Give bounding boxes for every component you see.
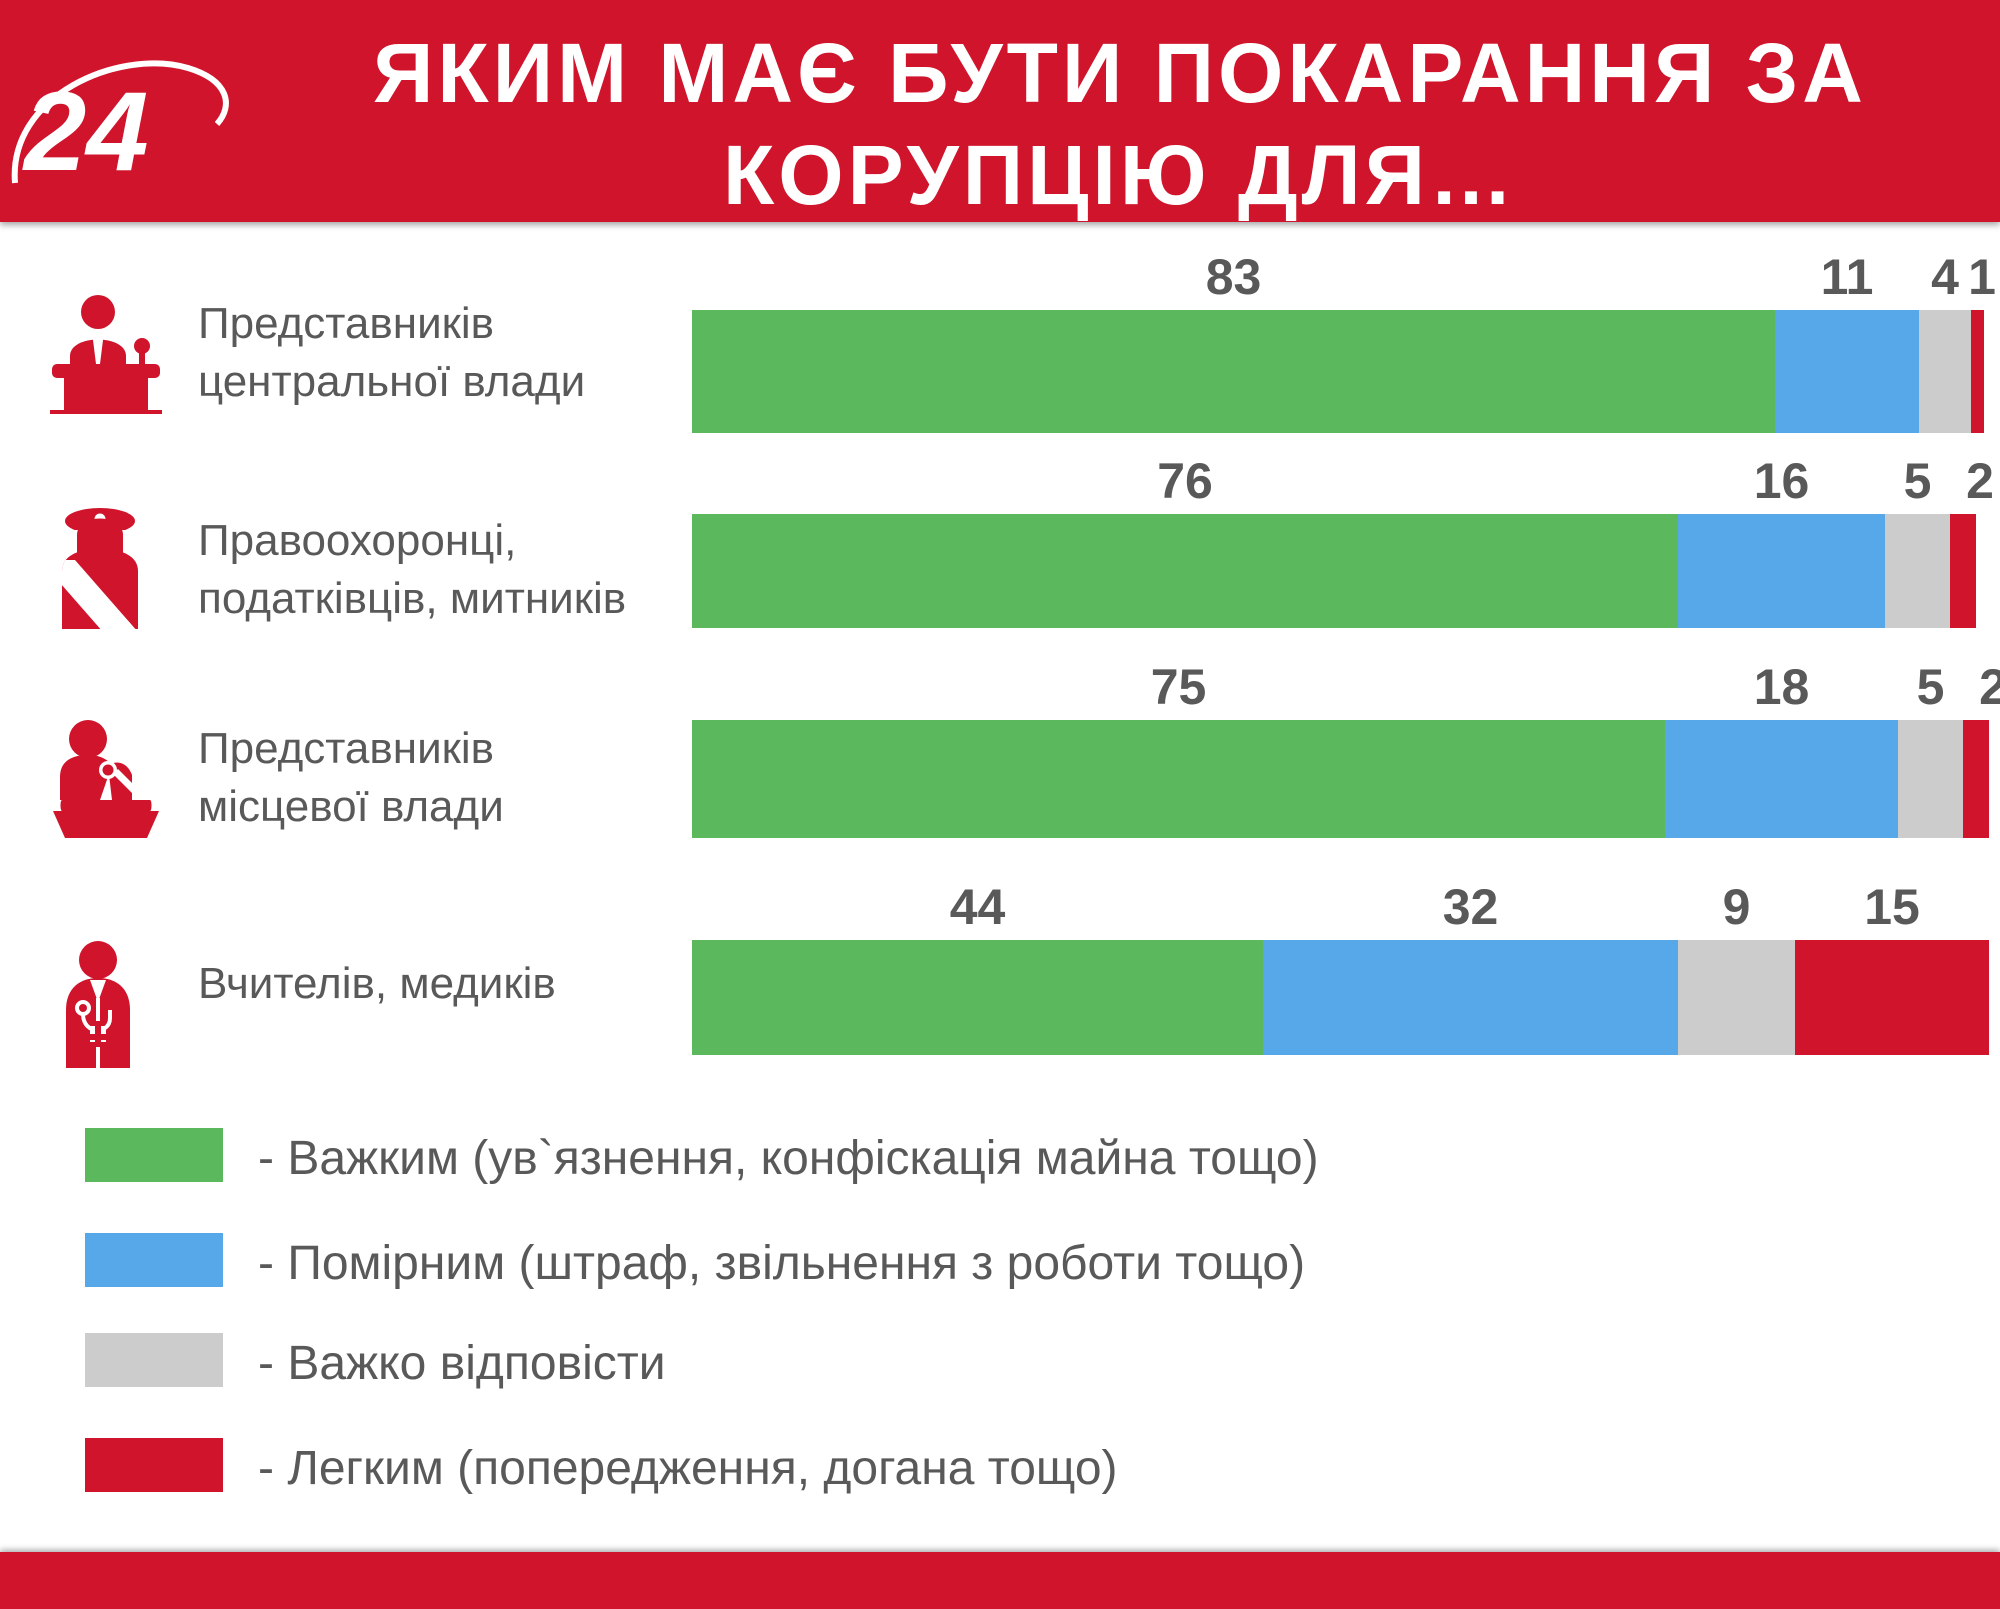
svg-text:24: 24 — [22, 69, 149, 194]
